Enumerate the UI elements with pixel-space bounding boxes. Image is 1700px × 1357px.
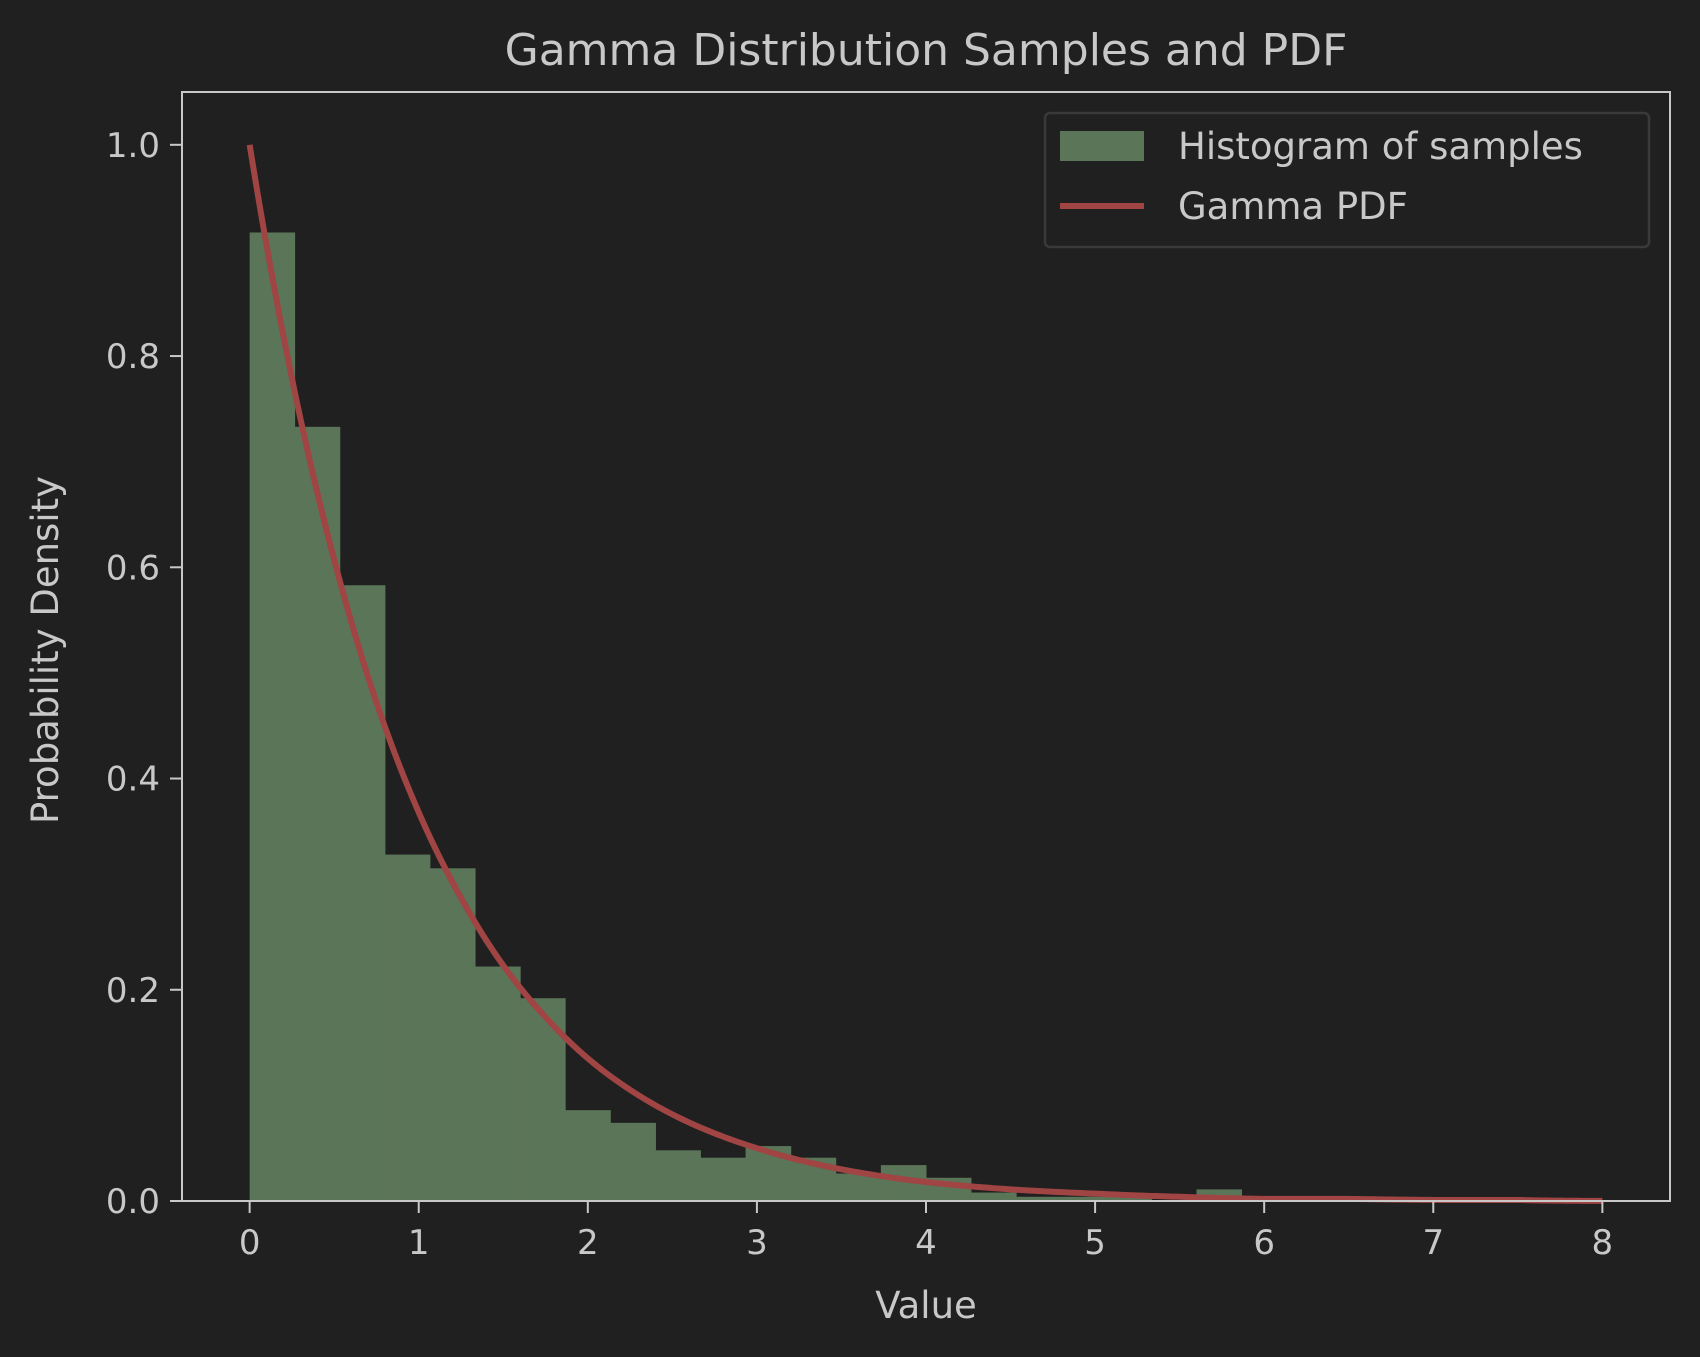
legend-swatch-histogram [1060,131,1144,161]
chart-title: Gamma Distribution Samples and PDF [505,25,1348,76]
histogram-bar [610,1122,656,1201]
histogram-bar [700,1157,747,1201]
histogram-bar [1016,1196,1062,1201]
x-axis-ticks: 0 1 2 3 4 5 6 7 8 [239,1201,1613,1263]
x-tick-label: 1 [408,1223,430,1263]
x-tick-label: 7 [1422,1223,1444,1263]
x-tick-label: 5 [1084,1223,1106,1263]
histogram-bar [1106,1196,1152,1201]
x-tick-label: 4 [915,1223,937,1263]
x-tick-label: 8 [1592,1223,1614,1263]
y-tick-label: 0.8 [106,337,160,377]
histogram-bar [249,232,296,1201]
histogram-bar [475,966,521,1201]
histogram-bar [565,1110,611,1201]
gamma-pdf-line [246,144,1603,1204]
histogram-bar [835,1173,882,1201]
histogram-bars [249,232,1243,1201]
histogram-bar [655,1150,701,1201]
y-tick-label: 0.2 [106,971,160,1011]
y-axis-label: Probability Density [24,476,67,824]
x-tick-label: 6 [1253,1223,1275,1263]
legend-label-histogram: Histogram of samples [1178,125,1583,168]
x-axis-label: Value [875,1284,977,1327]
pdf-line-layer [246,144,1603,1204]
y-tick-label: 1.0 [106,126,160,166]
legend-box [1043,111,1651,249]
histogram-bar [429,868,476,1201]
x-tick-label: 2 [577,1223,599,1263]
x-tick-label: 3 [746,1223,768,1263]
y-tick-label: 0.4 [106,760,160,800]
legend-label-pdf: Gamma PDF [1178,185,1408,228]
y-axis-ticks: 0.0 0.2 0.4 0.6 0.8 1.0 [106,126,182,1222]
legend: Histogram of samples Gamma PDF [1043,111,1651,249]
histogram-bar [339,585,386,1201]
histogram-bar [1061,1196,1107,1201]
y-tick-label: 0.0 [106,1182,160,1222]
histogram-bar [384,854,431,1201]
y-tick-label: 0.6 [106,548,160,588]
x-tick-label: 0 [239,1223,261,1263]
histogram-bar [970,1192,1017,1201]
histogram-bar [294,426,341,1201]
